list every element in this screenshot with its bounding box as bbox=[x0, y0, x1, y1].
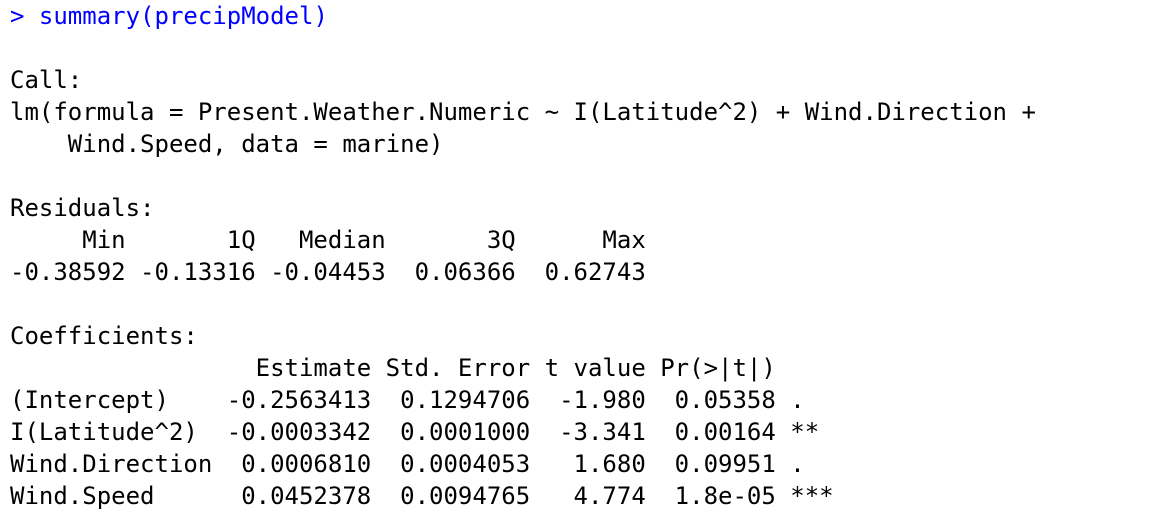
residuals-values: -0.38592 -0.13316 -0.04453 0.06366 0.627… bbox=[10, 258, 661, 286]
coefficients-header: Coefficients: bbox=[10, 322, 198, 350]
call-header: Call: bbox=[10, 66, 83, 94]
coefficient-row-wind-direction: Wind.Direction 0.0006810 0.0004053 1.680… bbox=[10, 450, 834, 478]
call-formula-line-2: Wind.Speed, data = marine) bbox=[10, 130, 444, 158]
blank-line bbox=[10, 288, 1173, 320]
coefficient-row-wind-speed: Wind.Speed 0.0452378 0.0094765 4.774 1.8… bbox=[10, 482, 834, 510]
blank-line bbox=[10, 160, 1173, 192]
coefficient-row-intercept: (Intercept) -0.2563413 0.1294706 -1.980 … bbox=[10, 386, 834, 414]
console-prompt: > bbox=[10, 2, 39, 30]
call-formula-line-1: lm(formula = Present.Weather.Numeric ~ I… bbox=[10, 98, 1036, 126]
command-text: summary(precipModel) bbox=[38, 2, 328, 30]
coefficients-column-headers: Estimate Std. Error t value Pr(>|t|) bbox=[10, 354, 834, 382]
r-console-output[interactable]: > summary(precipModel) Call: lm(formula … bbox=[10, 0, 1173, 510]
command-line: > summary(precipModel) bbox=[10, 0, 1173, 32]
blank-line bbox=[10, 32, 1173, 64]
residuals-column-headers: Min 1Q Median 3Q Max bbox=[10, 226, 661, 254]
coefficient-row-latitude-squared: I(Latitude^2) -0.0003342 0.0001000 -3.34… bbox=[10, 418, 834, 446]
residuals-header: Residuals: bbox=[10, 194, 155, 222]
